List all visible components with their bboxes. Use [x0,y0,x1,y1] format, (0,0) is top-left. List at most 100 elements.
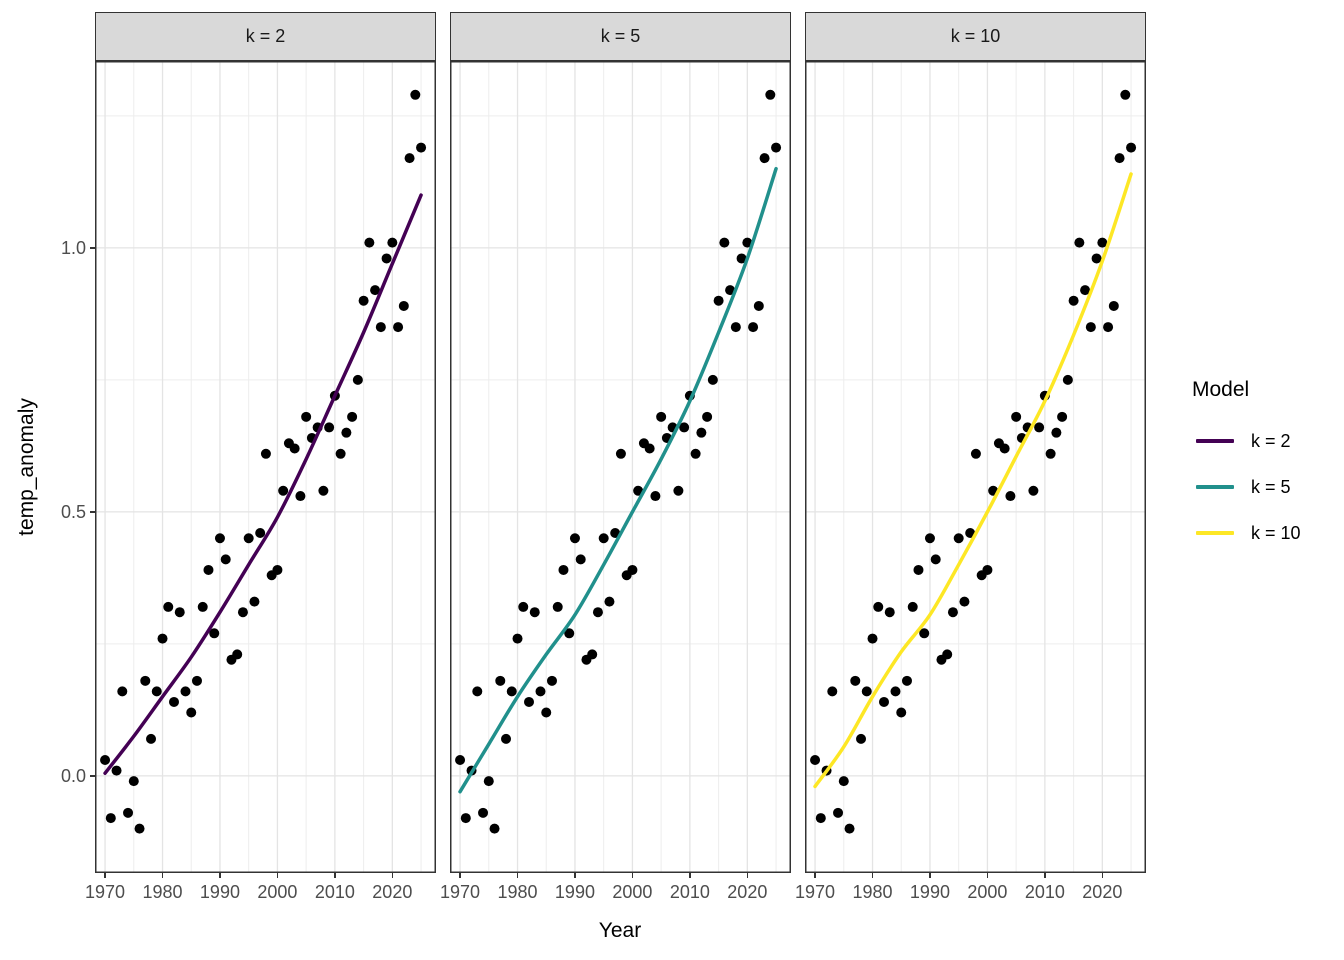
data-point [416,142,427,153]
data-point [140,675,151,686]
grid-major [95,61,436,873]
data-point [627,564,638,575]
data-point [719,237,730,248]
data-point [965,527,976,538]
data-point [890,686,901,697]
y-tick-mark [90,511,95,513]
data-point [942,649,953,660]
data-point [873,601,884,612]
data-point [644,443,655,454]
x-tick-mark [929,873,931,878]
data-point [387,237,398,248]
data-point [134,823,145,834]
data-point [249,596,260,607]
data-point [495,675,506,686]
data-point [111,765,122,776]
x-tick-label: 2010 [669,882,710,902]
x-tick-label: 1990 [199,882,240,902]
data-point [410,89,421,100]
data-point [615,448,626,459]
data-point [197,601,208,612]
data-point [833,807,844,818]
grid-major [805,61,1146,873]
data-point [1120,89,1131,100]
data-point [1080,285,1091,296]
data-point [347,411,358,422]
data-point [713,295,724,306]
data-point [512,633,523,644]
data-point [237,607,248,618]
data-point [919,628,930,639]
x-tick-label: 1990 [554,882,595,902]
data-point [1045,448,1056,459]
data-point [765,89,776,100]
data-point [753,300,764,311]
facet-strip-label: k = 5 [600,26,641,46]
legend-item-k10: k = 10 [1196,519,1301,547]
data-point [370,285,381,296]
data-point [959,596,970,607]
data-point [1126,142,1137,153]
data-point [896,707,907,718]
data-point [930,554,941,565]
facet-strip-label: k = 2 [245,26,286,46]
line-swatch-k5 [1196,485,1234,489]
facet-strip-k2: k = 2 [95,12,436,61]
x-tick-label: 2010 [1024,882,1065,902]
data-point [1114,153,1125,164]
data-point [203,564,214,575]
data-point [483,776,494,787]
x-tick-mark [161,873,164,878]
data-point [696,427,707,438]
data-point [163,601,174,612]
data-point [742,237,753,248]
x-tick-mark [334,873,336,878]
legend-label: k = 10 [1251,522,1301,543]
x-tick-label: 2000 [257,882,298,902]
x-tick-mark [219,873,221,878]
smooth-line [103,193,423,775]
data-point [861,686,872,697]
data-point [381,253,392,264]
x-tick-label: 1990 [909,882,950,902]
data-point [679,422,690,433]
x-axis-title: Year [598,919,642,942]
facet-strip-k5: k = 5 [450,12,791,61]
data-point [884,607,895,618]
data-point [295,491,306,502]
data-point [947,607,958,618]
data-point [123,807,134,818]
x-tick-label: 1970 [440,882,481,902]
data-point [838,776,849,787]
data-point [100,755,111,766]
x-tick-mark [104,873,106,878]
data-point [1108,300,1119,311]
x-tick-label: 2000 [612,882,653,902]
data-point [725,285,736,296]
data-point [924,533,935,544]
data-point [301,411,312,422]
data-point [810,755,821,766]
data-point [1057,411,1068,422]
data-point [730,322,741,333]
data-point [243,533,254,544]
panel-border [95,61,436,873]
data-point [604,596,615,607]
data-point [105,813,116,824]
data-point [856,733,867,744]
y-tick-label: 0.5 [60,501,86,522]
facet-panel-k10 [805,61,1146,873]
data-point [260,448,271,459]
data-point [455,755,466,766]
data-point [506,686,517,697]
x-tick-label: 1980 [142,882,183,902]
legend-item-k2: k = 2 [1196,427,1291,455]
x-tick-mark [814,873,816,878]
points-layer [455,89,782,834]
y-tick-mark [90,247,95,249]
data-point [404,153,415,164]
data-point [209,628,220,639]
data-point [180,686,191,697]
data-point [970,448,981,459]
